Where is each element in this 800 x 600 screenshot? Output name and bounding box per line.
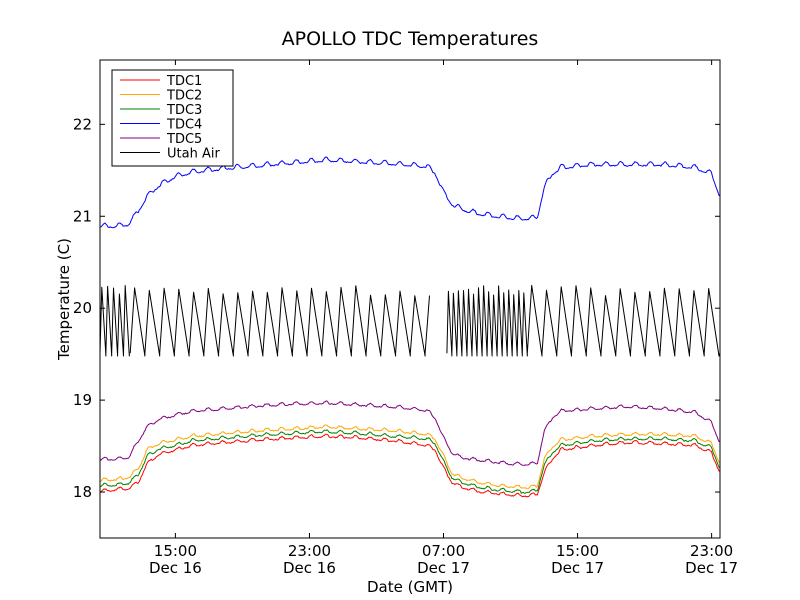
series-line-tdc1 (99, 433, 720, 498)
x-axis-label: Date (GMT) (367, 578, 453, 596)
series-line-tdc2 (99, 424, 720, 490)
series-line-utah-air (99, 284, 720, 357)
x-tick-date-label: Dec 17 (417, 559, 470, 577)
chart-title: APOLLO TDC Temperatures (282, 28, 539, 50)
y-tick-label: 22 (73, 115, 92, 133)
y-tick-label: 20 (73, 299, 92, 317)
x-tick-date-label: Dec 16 (149, 559, 202, 577)
x-tick-date-label: Dec 17 (685, 559, 738, 577)
legend-label: TDC3 (166, 103, 202, 118)
x-tick-time-label: 15:00 (556, 542, 599, 560)
series-layer (99, 156, 720, 498)
y-tick-label: 18 (73, 483, 92, 501)
legend-box (111, 69, 234, 167)
x-tick-time-label: 23:00 (690, 542, 733, 560)
x-tick-time-label: 23:00 (288, 542, 331, 560)
series-line-tdc5 (99, 400, 720, 466)
x-tick-time-label: 15:00 (154, 542, 197, 560)
series-line-tdc4 (100, 156, 720, 229)
x-tick-date-label: Dec 16 (283, 559, 336, 577)
y-tick-label: 21 (73, 207, 92, 225)
x-tick-time-label: 07:00 (422, 542, 465, 560)
legend-label: Utah Air (167, 147, 220, 162)
legend-label: TDC4 (166, 118, 202, 133)
series-line-tdc3 (99, 429, 720, 494)
y-axis-label: Temperature (C) (55, 238, 73, 361)
legend-label: TDC5 (166, 132, 202, 147)
x-tick-date-label: Dec 17 (551, 559, 604, 577)
legend-label: TDC2 (166, 89, 202, 104)
y-tick-label: 19 (73, 391, 92, 409)
legend-label: TDC1 (166, 74, 202, 89)
plot-frame (99, 59, 721, 539)
